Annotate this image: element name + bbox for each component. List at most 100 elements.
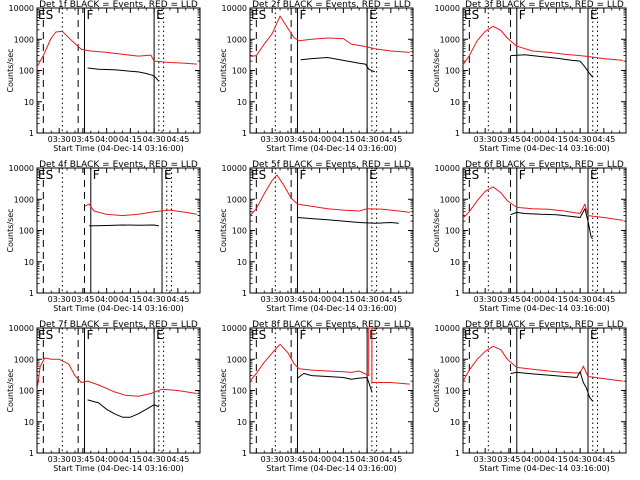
- x-tick-label: 04:15: [332, 455, 355, 464]
- x-axis-label: Start Time (04-Dec-14 03:16:00): [479, 304, 610, 313]
- x-tick-label: 03:45: [284, 455, 307, 464]
- y-axis-label: Counts/sec: [219, 208, 228, 252]
- interval-marker-label: E: [590, 168, 598, 182]
- interval-marker-label: F: [299, 8, 306, 22]
- lld-series-line: [462, 25, 623, 66]
- interval-marker-label: F: [299, 328, 306, 342]
- panel-title: Det 2f BLACK = Events, RED = LLD: [252, 0, 411, 10]
- x-tick-label: 04:30: [143, 135, 166, 144]
- y-tick-label: 100: [445, 67, 460, 76]
- y-tick-label: 10: [24, 98, 34, 107]
- lld-series-line: [84, 203, 197, 217]
- interval-marker-label: ES: [38, 328, 53, 342]
- x-tick-label: 04:00: [308, 135, 331, 144]
- detector-panel: Det 2f BLACK = Events, RED = LLD 1 10 100 10…: [219, 0, 414, 153]
- y-tick-label: 10000: [9, 324, 34, 333]
- y-tick-label: 1: [242, 449, 247, 458]
- y-tick-label: 1: [455, 289, 460, 298]
- interval-marker-label: ES: [464, 8, 479, 22]
- interval-marker-label: F: [519, 168, 526, 182]
- x-tick-label: 04:30: [143, 295, 166, 304]
- x-tick-label: 04:00: [95, 135, 118, 144]
- y-tick-label: 1000: [227, 195, 247, 204]
- panel-title: Det 4f BLACK = Events, RED = LLD: [39, 160, 198, 170]
- detector-panel: Det 6f BLACK = Events, RED = LLD 1 10 100 10…: [432, 160, 627, 313]
- detector-panel: Det 8f BLACK = Events, RED = LLD 1 10 100 10…: [219, 320, 414, 473]
- x-tick-label: 04:15: [119, 295, 142, 304]
- y-tick-label: 10000: [222, 324, 247, 333]
- y-tick-label: 100: [19, 67, 34, 76]
- x-tick-label: 04:30: [569, 455, 592, 464]
- x-tick-label: 03:30: [474, 295, 497, 304]
- lld-series-line: [36, 357, 197, 397]
- y-axis-label: Counts/sec: [6, 368, 15, 412]
- events-series-line: [89, 224, 159, 227]
- y-tick-label: 1000: [227, 355, 247, 364]
- events-series-line: [510, 54, 594, 78]
- x-tick-label: 03:45: [71, 135, 94, 144]
- x-tick-label: 04:30: [356, 455, 379, 464]
- x-tick-label: 04:00: [95, 295, 118, 304]
- plot-frame: [36, 167, 201, 294]
- x-tick-label: 04:45: [166, 295, 189, 304]
- x-axis-label: Start Time (04-Dec-14 03:16:00): [266, 464, 397, 473]
- x-tick-label: 03:45: [71, 295, 94, 304]
- x-tick-label: 04:15: [545, 455, 568, 464]
- interval-marker-label: ES: [251, 168, 266, 182]
- events-series-line: [87, 399, 160, 418]
- x-tick-label: 04:15: [119, 135, 142, 144]
- panel-title: Det 7f BLACK = Events, RED = LLD: [39, 320, 198, 330]
- x-tick-label: 03:30: [474, 135, 497, 144]
- y-tick-label: 100: [445, 387, 460, 396]
- y-tick-label: 1: [29, 129, 34, 138]
- x-axis-label: Start Time (04-Dec-14 03:16:00): [479, 144, 610, 153]
- x-tick-label: 04:00: [521, 135, 544, 144]
- x-tick-label: 03:45: [284, 135, 307, 144]
- x-tick-label: 04:00: [521, 295, 544, 304]
- interval-marker-label: E: [156, 328, 164, 342]
- x-tick-label: 03:30: [474, 455, 497, 464]
- detector-panel: Det 1f BLACK = Events, RED = LLD 1 10 100 10…: [6, 0, 201, 153]
- y-tick-label: 1000: [440, 35, 460, 44]
- events-series-line: [300, 57, 376, 73]
- detector-panel: Det 3f BLACK = Events, RED = LLD 1 10 100 10…: [432, 0, 627, 153]
- interval-marker-label: E: [590, 8, 598, 22]
- panel-title: Det 9f BLACK = Events, RED = LLD: [465, 320, 624, 330]
- y-axis-label: Counts/sec: [432, 48, 441, 92]
- y-tick-label: 10: [237, 418, 247, 427]
- panel-title: Det 8f BLACK = Events, RED = LLD: [252, 320, 411, 330]
- x-tick-label: 04:15: [332, 295, 355, 304]
- lld-series-line: [249, 327, 410, 385]
- x-tick-label: 03:45: [497, 135, 520, 144]
- detector-panel: Det 7f BLACK = Events, RED = LLD 1 10 100 10…: [6, 320, 201, 473]
- y-tick-label: 100: [232, 67, 247, 76]
- interval-marker-label: ES: [38, 168, 53, 182]
- panel-title: Det 1f BLACK = Events, RED = LLD: [39, 0, 198, 10]
- y-tick-label: 10000: [435, 324, 460, 333]
- x-tick-label: 04:30: [569, 135, 592, 144]
- panel-title: Det 5f BLACK = Events, RED = LLD: [252, 160, 411, 170]
- x-tick-label: 04:45: [166, 455, 189, 464]
- x-tick-label: 03:45: [497, 455, 520, 464]
- interval-marker-label: E: [164, 168, 172, 182]
- y-tick-label: 100: [19, 227, 34, 236]
- y-tick-label: 10: [450, 258, 460, 267]
- events-series-line: [510, 371, 594, 402]
- events-series-line: [87, 67, 160, 82]
- y-axis-label: Counts/sec: [219, 48, 228, 92]
- x-tick-label: 04:45: [592, 455, 615, 464]
- interval-marker-label: E: [369, 168, 377, 182]
- x-tick-label: 04:45: [379, 135, 402, 144]
- interval-marker-label: ES: [251, 8, 266, 22]
- x-axis-label: Start Time (04-Dec-14 03:16:00): [266, 144, 397, 153]
- x-tick-label: 04:30: [356, 295, 379, 304]
- x-tick-label: 04:45: [592, 135, 615, 144]
- plot-frame: [462, 167, 627, 294]
- y-tick-label: 1: [29, 449, 34, 458]
- interval-marker-label: E: [369, 328, 377, 342]
- y-axis-label: Counts/sec: [432, 208, 441, 252]
- lld-series-line: [249, 15, 410, 57]
- x-tick-label: 04:30: [569, 295, 592, 304]
- plot-frame: [462, 327, 627, 454]
- y-axis-label: Counts/sec: [6, 208, 15, 252]
